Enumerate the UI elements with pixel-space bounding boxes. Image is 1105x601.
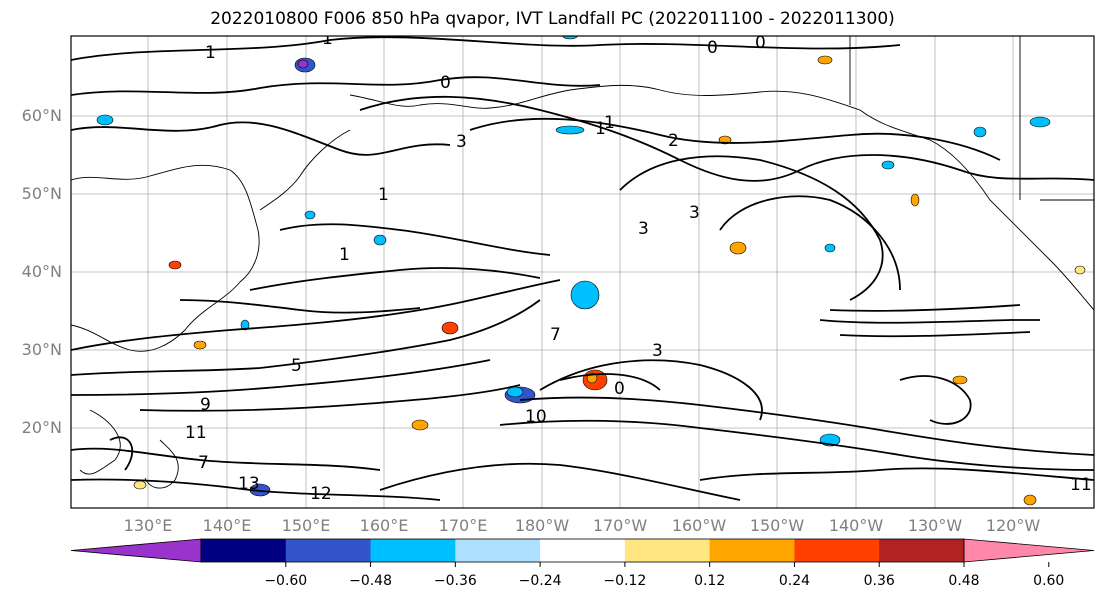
gridlines [71,36,1094,508]
colorbar-tick-label: −0.60 [264,573,308,589]
contour-label: 2 [668,131,679,151]
contour-label: 1 [339,245,350,265]
lat-label: 40°N [21,262,62,281]
lon-label: 120°W [985,516,1041,535]
colorbar-tick-label: 0.48 [948,573,980,589]
colorbar-segment [285,539,372,562]
lon-label: 140°W [828,516,884,535]
lon-label: 130°E [123,516,173,535]
qvapor-anomaly-blob [910,193,920,207]
lat-label: 20°N [21,418,62,437]
lon-label: 160°W [671,516,727,535]
contour-label: 3 [652,341,663,361]
lon-label: 140°E [202,516,252,535]
map-title: 2022010800 F006 850 hPa qvapor, IVT Land… [210,9,895,29]
qvapor-anomaly-blob [441,321,459,335]
qvapor-anomaly-blob [561,36,579,40]
contour-label: 11 [1070,475,1092,495]
contour-label: 3 [689,203,700,223]
contour-label: 3 [638,219,649,239]
colorbar-tick-label: −0.12 [603,573,647,589]
qvapor-anomaly-blob [297,59,309,69]
lat-label: 50°N [21,184,62,203]
qvapor-anomaly-blob [168,260,182,270]
colorbar-tick-label: −0.48 [349,573,392,589]
lon-label: 170°E [438,516,488,535]
qvapor-anomaly-blob [1023,494,1037,506]
colorbar-segment [709,539,795,562]
lon-label: 170°W [592,516,648,535]
coastlines [71,36,1094,489]
contour-label: 1 [378,185,389,205]
lon-label: 150°W [749,516,805,535]
contour-label: 1 [205,43,216,63]
colorbar-tick-label: 0.24 [778,573,811,589]
colorbar-extend-low [70,538,202,563]
qvapor-anomaly-blob [193,340,207,350]
contour-label: 3 [456,132,467,152]
qvapor-anomaly-blob [881,160,895,170]
contour-label: 1 [322,29,333,49]
contour-label: 0 [614,379,625,399]
colorbar-tick-marks [285,562,1050,567]
lon-label: 150°E [281,516,331,535]
qvapor-anomaly-blob [411,419,429,431]
qvapor-anomaly-blob [729,241,747,255]
qvapor-anomaly-blob [304,210,316,220]
colorbar-segments [70,538,1095,563]
qvapor-anomaly-blob [1074,265,1086,275]
qvapor-anomaly-blob [952,375,968,385]
qvapor-anomaly-blob [373,234,387,246]
colorbar-segment [201,539,287,562]
qvapor-anomaly-blob [96,114,114,126]
contour-label: 0 [707,38,718,58]
contour-label: 11 [185,423,207,443]
colorbar-segment [370,539,456,562]
lon-label: 130°W [907,516,963,535]
contour-label: 1 [604,113,615,133]
colorbar-segment [879,539,965,562]
contour-label: 0 [440,73,451,93]
colorbar-segment [540,539,626,562]
contour-label: 5 [291,356,302,376]
colorbar-outline [200,538,965,563]
qvapor-anomaly-blob [240,319,250,331]
colorbar-segment [624,539,711,562]
colorbar-segment [794,539,880,562]
contour-label: 1 [595,119,606,139]
qvapor-anomaly-blob [1029,116,1051,128]
colorbar-extend-high [963,538,1095,563]
qvapor-anomaly-blob [824,243,836,253]
qvapor-fills [96,36,1086,506]
colorbar-segment [455,539,541,562]
colorbar-tick-label: 0.12 [694,573,726,589]
contour-label: 9 [200,395,211,415]
qvapor-anomaly-blob [555,125,585,135]
contour-label: 13 [238,474,260,494]
colorbar-tick-label: 0.60 [1033,573,1065,589]
colorbar-tick-label: −0.24 [518,573,562,589]
lon-label: 160°E [359,516,409,535]
contour-label: 12 [310,484,332,504]
colorbar-tick-label: −0.36 [433,573,477,589]
lat-label: 60°N [21,106,62,125]
lat-label: 30°N [21,340,62,359]
qvapor-anomaly-blob [973,126,987,138]
contour-label: 10 [525,407,547,427]
contour-label: 7 [198,453,209,473]
qvapor-anomaly-blob [817,55,833,65]
lon-label: 180°W [514,516,570,535]
contour-label: 7 [550,325,561,345]
ivt-contours [71,36,1094,501]
contour-label: 0 [755,33,766,53]
colorbar-tick-label: 0.36 [863,573,895,589]
qvapor-anomaly-blob [570,280,600,310]
